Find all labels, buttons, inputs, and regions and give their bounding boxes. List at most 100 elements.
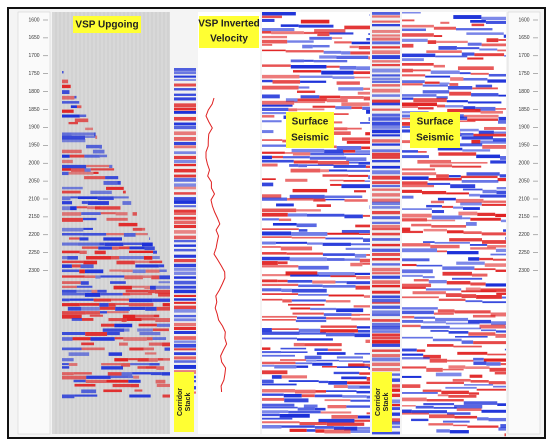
reflector: [326, 422, 365, 426]
reflector: [357, 415, 370, 419]
reflector: [316, 359, 339, 362]
reflector: [355, 224, 370, 228]
reflector: [437, 250, 448, 253]
stack-band: [174, 294, 196, 297]
reflector: [363, 87, 370, 90]
stack-band: [174, 263, 196, 268]
reflector: [424, 81, 440, 84]
stack-band: [174, 230, 196, 234]
reflector: [134, 389, 143, 392]
labels: VSP Upgoing VSP Inverted Velocity Surfac…: [28, 16, 538, 432]
reflector: [84, 275, 96, 278]
reflector: [350, 262, 363, 267]
reflector: [281, 375, 308, 379]
reflector: [452, 165, 482, 168]
reflector: [347, 169, 370, 172]
stack-band: [174, 107, 196, 111]
reflector: [300, 95, 320, 99]
reflector: [304, 59, 314, 62]
reflector: [402, 310, 434, 315]
reflector: [365, 132, 370, 136]
reflector: [461, 179, 499, 183]
reflector: [402, 189, 422, 193]
reflector: [319, 95, 341, 99]
reflector: [272, 222, 297, 226]
reflector: [105, 176, 119, 180]
reflector: [262, 379, 274, 384]
stack-band: [372, 272, 400, 275]
reflector: [74, 95, 77, 99]
reflector: [62, 132, 72, 136]
reflector: [457, 351, 488, 355]
reflector: [301, 394, 315, 398]
reflector: [418, 151, 427, 153]
reflector: [479, 257, 493, 261]
reflector: [429, 358, 448, 363]
reflector: [156, 383, 170, 388]
reflector: [298, 86, 310, 89]
reflector: [112, 383, 131, 388]
reflector: [83, 260, 98, 265]
reflector: [62, 79, 69, 84]
reflector: [430, 70, 460, 74]
reflector: [123, 232, 136, 237]
reflector: [62, 201, 73, 205]
reflector: [62, 363, 69, 366]
reflector: [402, 243, 431, 247]
reflector: [362, 214, 370, 217]
reflector: [474, 53, 505, 57]
reflector: [100, 206, 121, 210]
reflector: [346, 405, 370, 408]
reflector: [368, 33, 370, 35]
reflector: [262, 421, 300, 424]
stack-band: [174, 136, 196, 141]
stack-band: [174, 174, 196, 178]
reflector: [426, 367, 443, 372]
reflector: [453, 424, 468, 427]
stack-band: [174, 322, 196, 327]
reflector: [62, 269, 80, 273]
reflector: [313, 198, 326, 202]
reflector: [474, 268, 496, 271]
stack-band: [372, 152, 400, 157]
reflector: [402, 366, 427, 369]
stack-band: [174, 360, 196, 363]
reflector: [333, 385, 348, 388]
reflector: [447, 108, 481, 113]
reflector: [368, 56, 370, 60]
reflector: [503, 34, 506, 38]
reflector: [262, 197, 288, 201]
reflector: [279, 413, 310, 418]
reflector: [283, 156, 310, 159]
reflector: [299, 332, 326, 335]
stack-band: [174, 68, 196, 71]
reflector: [447, 359, 474, 362]
reflector: [423, 241, 435, 243]
reflector: [488, 381, 506, 385]
reflector: [277, 279, 288, 283]
reflector: [455, 198, 484, 203]
reflector: [366, 395, 370, 399]
reflector: [111, 256, 120, 260]
stack-band: [372, 325, 400, 330]
reflector: [366, 37, 370, 41]
reflector: [344, 199, 368, 202]
label-box: [199, 16, 259, 48]
stack-band: [372, 243, 400, 247]
reflector: [162, 342, 170, 347]
reflector: [62, 358, 74, 362]
stack-band: [174, 183, 196, 187]
reflector: [433, 64, 445, 68]
reflector: [291, 148, 325, 153]
reflector: [62, 275, 85, 278]
reflector: [131, 285, 145, 288]
reflector: [298, 24, 334, 28]
reflector: [86, 256, 112, 260]
reflector: [484, 263, 506, 267]
label-box: [174, 372, 194, 432]
reflector: [411, 410, 448, 414]
reflector: [420, 325, 450, 329]
reflector: [402, 353, 424, 356]
reflector: [262, 424, 282, 429]
reflector: [327, 405, 347, 409]
